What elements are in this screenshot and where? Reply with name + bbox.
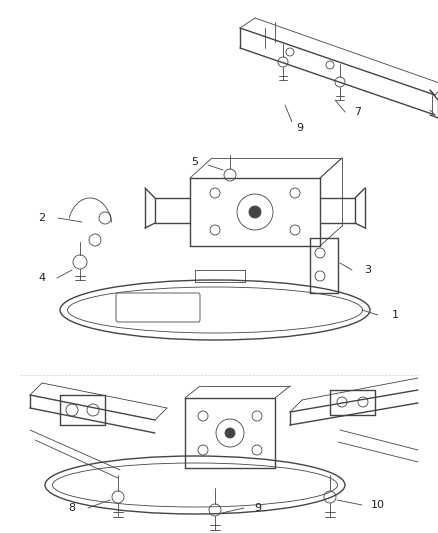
Text: 8: 8 (68, 503, 76, 513)
Circle shape (249, 206, 261, 218)
Text: 5: 5 (191, 157, 198, 167)
Text: 3: 3 (364, 265, 371, 275)
Text: 10: 10 (371, 500, 385, 510)
Text: 7: 7 (354, 107, 361, 117)
Text: 9: 9 (254, 503, 261, 513)
Text: 1: 1 (392, 310, 399, 320)
Text: 9: 9 (297, 123, 304, 133)
Text: 2: 2 (39, 213, 46, 223)
Text: 4: 4 (39, 273, 46, 283)
Circle shape (225, 428, 235, 438)
